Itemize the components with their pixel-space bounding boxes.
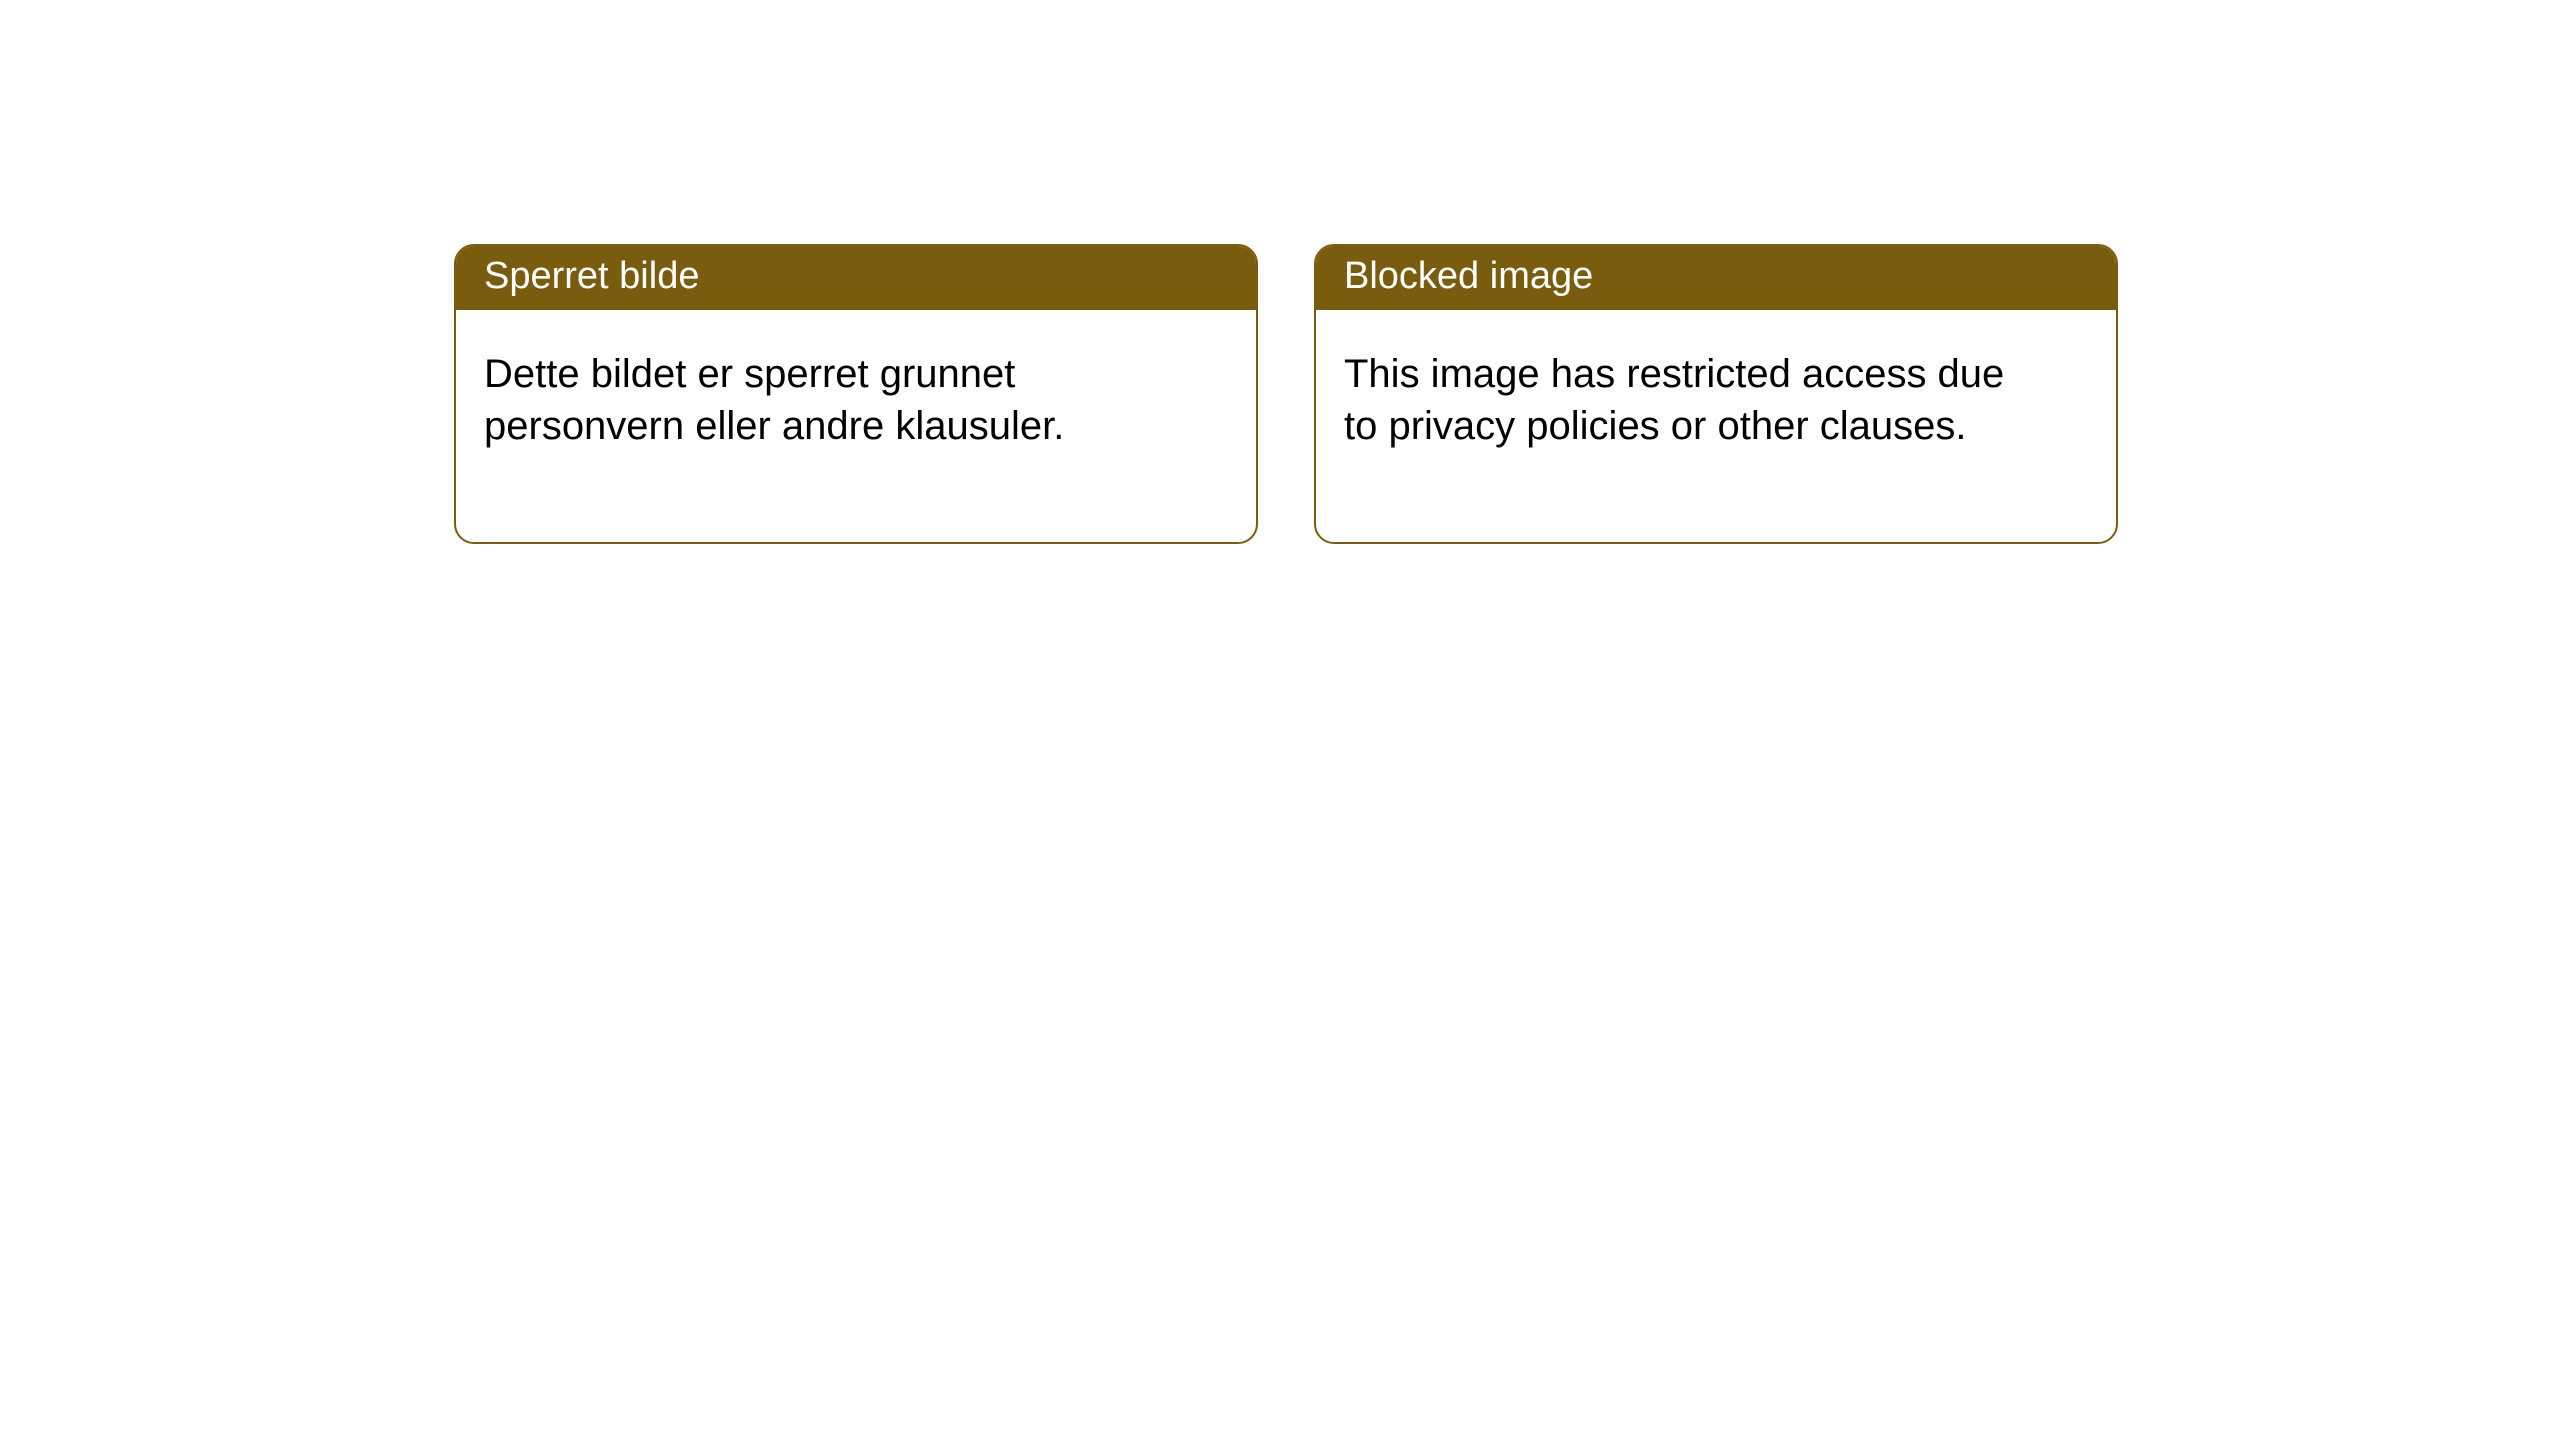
notice-header: Blocked image xyxy=(1316,246,2116,310)
notice-container: Sperret bilde Dette bildet er sperret gr… xyxy=(454,244,2118,544)
notice-header: Sperret bilde xyxy=(456,246,1256,310)
notice-card-norwegian: Sperret bilde Dette bildet er sperret gr… xyxy=(454,244,1258,544)
notice-body: Dette bildet er sperret grunnet personve… xyxy=(456,310,1176,542)
notice-card-english: Blocked image This image has restricted … xyxy=(1314,244,2118,544)
notice-body: This image has restricted access due to … xyxy=(1316,310,2036,542)
